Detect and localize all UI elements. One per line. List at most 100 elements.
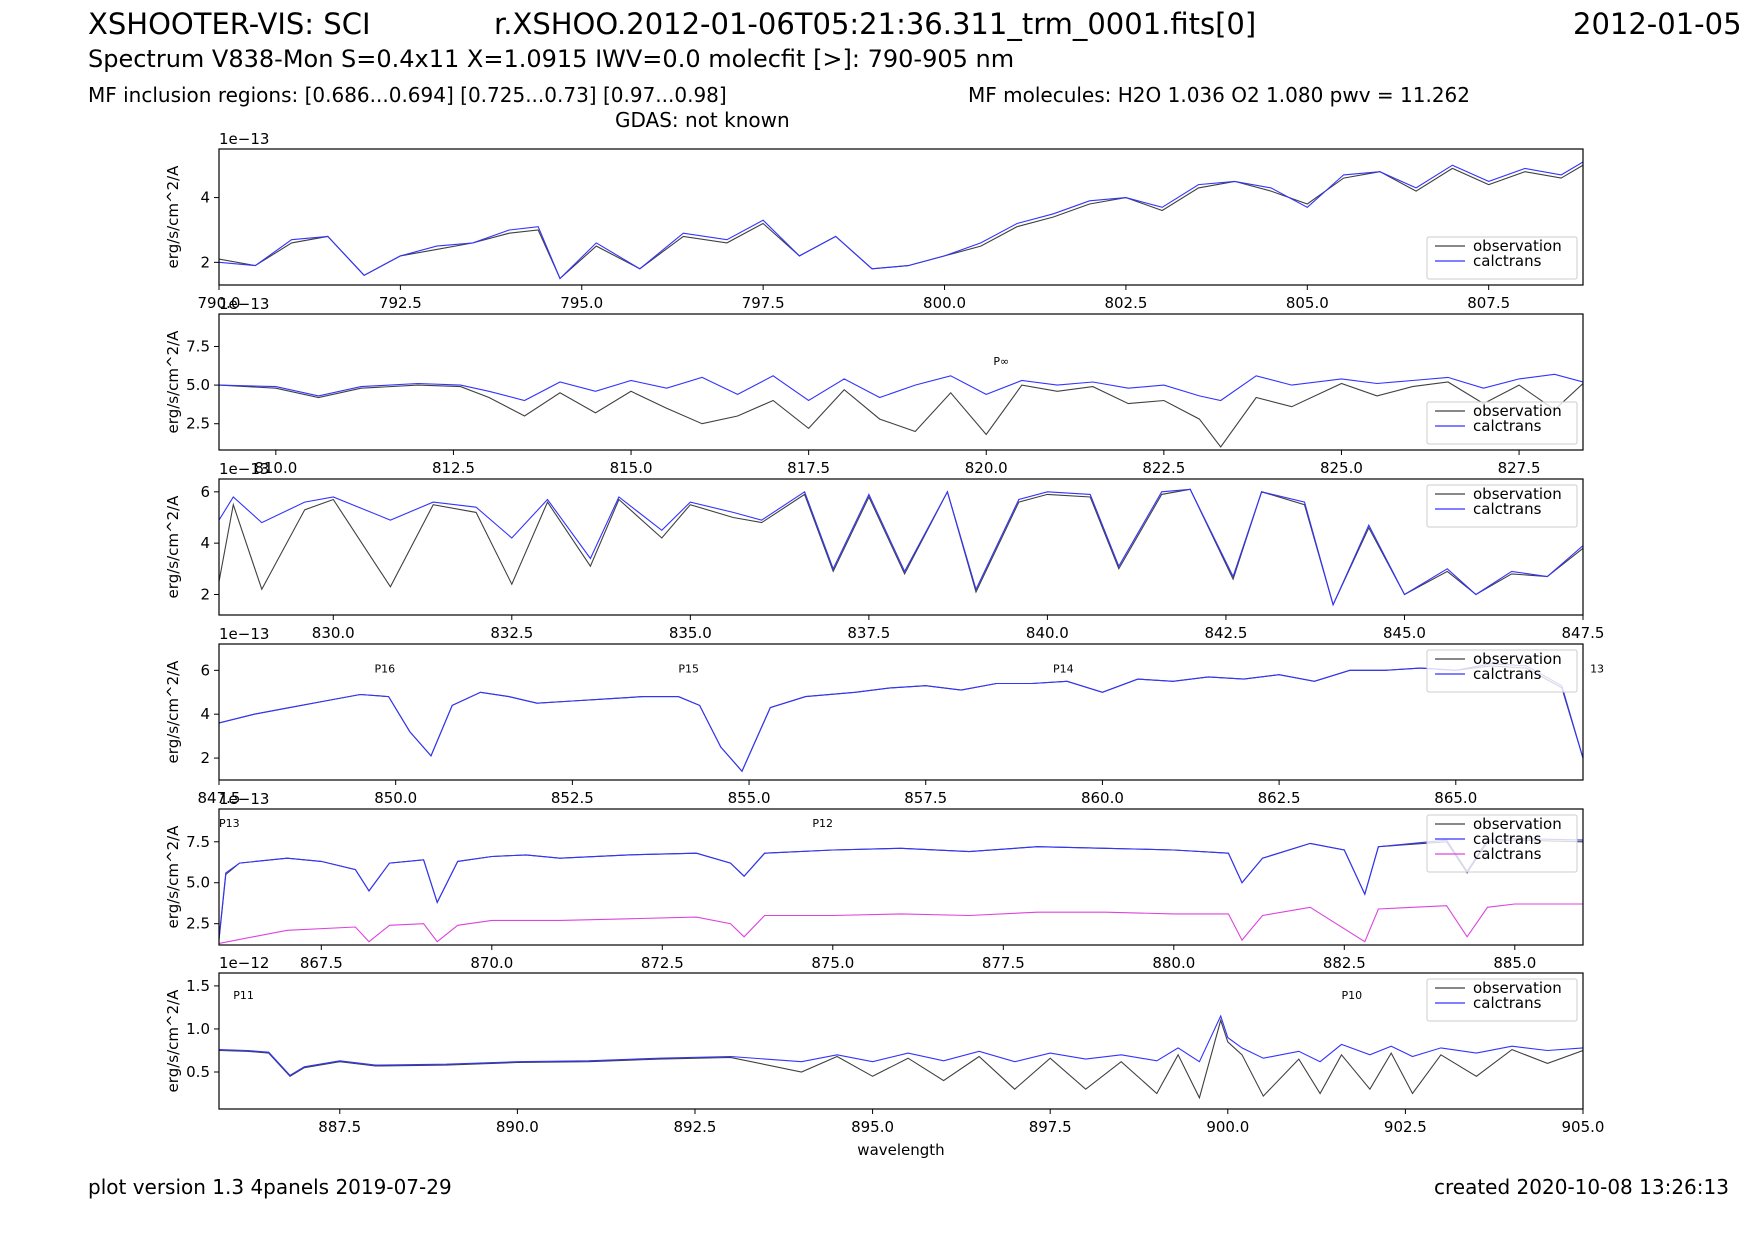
series-observation-line <box>219 665 1583 773</box>
legend-label: observation <box>1473 815 1562 833</box>
y-axis-label: erg/s/cm^2/A <box>164 165 182 269</box>
axes-frame <box>218 478 1584 616</box>
x-tick-label: 815.0 <box>610 459 653 477</box>
y-axis-label: erg/s/cm^2/A <box>164 660 182 764</box>
x-tick-label: 862.5 <box>1258 789 1301 807</box>
y-tick-label: 2 <box>200 585 210 603</box>
line-annotation: P12 <box>812 817 833 830</box>
series-calctrans-line <box>219 903 1583 944</box>
series-calctrans-line <box>219 1014 1583 1077</box>
y-tick-label: 2 <box>200 749 210 767</box>
legend-label: calctrans <box>1473 417 1542 435</box>
y-tick-label: 0.5 <box>186 1063 210 1081</box>
y-tick-label: 4 <box>200 534 210 552</box>
x-tick-label: 875.0 <box>811 954 854 972</box>
legend-box <box>1426 649 1578 693</box>
panel-3: 830.0 832.5 835.0 837.5 840.0 842.5 845.0 847.5… <box>164 460 1604 642</box>
x-tick-label: 887.5 <box>318 1118 361 1136</box>
x-tick-label: 857.5 <box>904 789 947 807</box>
x-tick-label: 885.0 <box>1493 954 1536 972</box>
legend-label: calctrans <box>1473 665 1542 683</box>
x-tick-label: 850.0 <box>374 789 417 807</box>
line-annotation: P16 <box>374 663 395 676</box>
series-observation-line <box>219 164 1583 280</box>
x-tick-label: 800.0 <box>923 294 966 312</box>
plot-version: plot version 1.3 4panels 2019-07-29 <box>88 1175 452 1199</box>
y-multiplier: 1e−13 <box>219 460 269 478</box>
y-tick-label: 1.5 <box>186 977 210 995</box>
x-tick-label: 905.0 <box>1562 1118 1605 1136</box>
series-calctrans-line <box>219 373 1583 402</box>
x-tick-label: 855.0 <box>728 789 771 807</box>
legend-box <box>1426 236 1578 280</box>
x-tick-label: 822.5 <box>1142 459 1185 477</box>
series-calctrans-line <box>219 663 1583 773</box>
x-tick-label: 835.0 <box>669 624 712 642</box>
axes-frame <box>218 643 1584 781</box>
x-tick-label: 797.5 <box>742 294 785 312</box>
x-tick-label: 847.5 <box>1562 624 1605 642</box>
line-annotation: P10 <box>1341 989 1362 1002</box>
x-tick-label: 810.0 <box>254 459 297 477</box>
y-tick-label: 2 <box>200 253 210 271</box>
legend-label: calctrans <box>1473 994 1542 1012</box>
axes-frame <box>218 148 1584 286</box>
x-tick-label: 837.5 <box>847 624 890 642</box>
x-tick-label: 802.5 <box>1104 294 1147 312</box>
x-tick-label: 820.0 <box>965 459 1008 477</box>
panel-6: 887.5 890.0 892.5 895.0 897.5 900.0 902.5 905.0… <box>164 954 1604 1159</box>
line-annotation: P15 <box>678 663 699 676</box>
y-tick-label: 4 <box>200 189 210 207</box>
x-tick-label: 847.5 <box>198 789 241 807</box>
x-tick-label: 807.5 <box>1467 294 1510 312</box>
x-tick-label: 865.0 <box>1434 789 1477 807</box>
molecules-info: MF molecules: H2O 1.036 O2 1.080 pwv = 1… <box>968 83 1471 107</box>
series-calctrans-line <box>219 488 1583 607</box>
series-observation-line <box>219 488 1583 607</box>
axes-frame <box>218 972 1584 1110</box>
legend-box <box>1426 401 1578 445</box>
x-tick-label: 890.0 <box>496 1118 539 1136</box>
x-tick-label: 895.0 <box>851 1118 894 1136</box>
line-annotation: P13 <box>219 817 240 830</box>
y-axis-label: erg/s/cm^2/A <box>164 825 182 929</box>
x-tick-label: 870.0 <box>470 954 513 972</box>
x-tick-label: 845.0 <box>1383 624 1426 642</box>
axes-frame <box>218 808 1584 946</box>
x-tick-label: 817.5 <box>787 459 830 477</box>
x-tick-label: 867.5 <box>300 954 343 972</box>
x-tick-label: 902.5 <box>1384 1118 1427 1136</box>
x-tick-label: 882.5 <box>1323 954 1366 972</box>
y-axis-label: erg/s/cm^2/A <box>164 495 182 599</box>
legend-label: observation <box>1473 402 1562 420</box>
x-tick-label: 805.0 <box>1286 294 1329 312</box>
created-timestamp: created 2020-10-08 13:26:13 <box>1434 1175 1729 1199</box>
legend-box <box>1426 978 1578 1022</box>
x-tick-label: 900.0 <box>1206 1118 1249 1136</box>
line-annotation: 13 <box>1590 663 1604 676</box>
legend-label: calctrans <box>1473 845 1542 863</box>
legend-label: observation <box>1473 650 1562 668</box>
y-tick-label: 4 <box>200 705 210 723</box>
inclusion-regions: MF inclusion regions: [0.686...0.694] [0… <box>88 83 727 107</box>
panel-4: 847.5 850.0 852.5 855.0 857.5 860.0 862.5 865.0… <box>164 625 1604 807</box>
y-multiplier: 1e−13 <box>219 790 269 808</box>
gdas-info: GDAS: not known <box>615 108 790 132</box>
legend-label: calctrans <box>1473 500 1542 518</box>
y-tick-label: 7.5 <box>186 337 210 355</box>
spectrum-info: Spectrum V838-Mon S=0.4x11 X=1.0915 IWV=… <box>88 45 1015 73</box>
y-multiplier: 1e−13 <box>219 295 269 313</box>
y-tick-label: 2.5 <box>186 915 210 933</box>
x-tick-label: 852.5 <box>551 789 594 807</box>
x-tick-label: 840.0 <box>1026 624 1069 642</box>
y-tick-label: 7.5 <box>186 833 210 851</box>
panel-1: 790.0 792.5 795.0 797.5 800.0 802.5 805.0 807.5… <box>164 130 1584 312</box>
y-multiplier: 1e−13 <box>219 625 269 643</box>
x-tick-label: 795.0 <box>560 294 603 312</box>
line-annotation: P∞ <box>993 355 1009 368</box>
y-axis-label: erg/s/cm^2/A <box>164 989 182 1093</box>
